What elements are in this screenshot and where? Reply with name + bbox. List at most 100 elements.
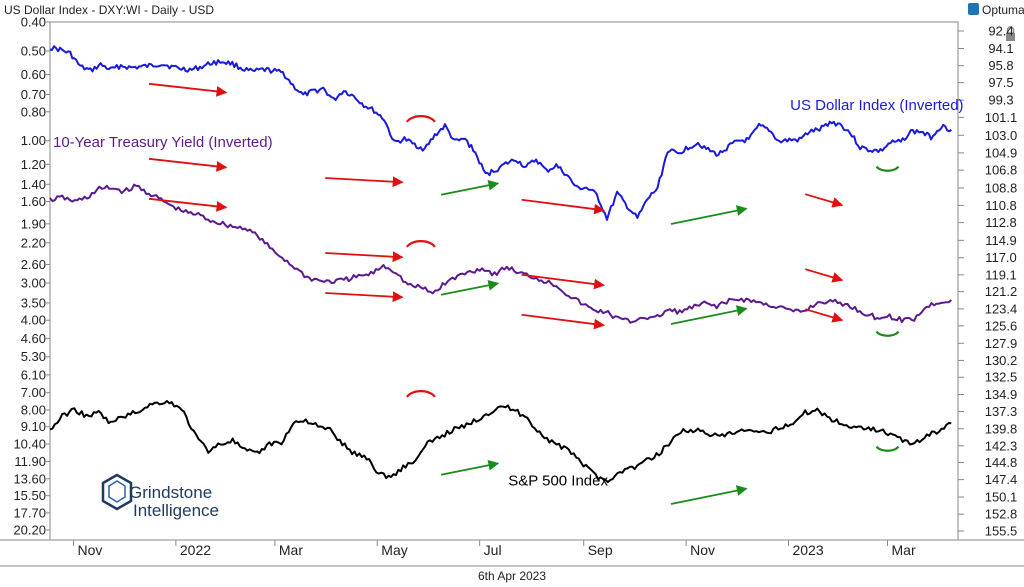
right-tick-label: 123.4 bbox=[985, 301, 1018, 316]
left-tick-label: 8.00 bbox=[21, 403, 46, 418]
x-tick-label: Nov bbox=[690, 542, 715, 558]
red-trend-arrow bbox=[805, 268, 844, 283]
left-tick-label: 11.90 bbox=[14, 454, 46, 469]
left-tick-label: 1.00 bbox=[21, 133, 46, 148]
right-tick-label: 144.8 bbox=[985, 455, 1018, 470]
right-tick-label: 108.8 bbox=[985, 180, 1018, 195]
series-labels: US Dollar Index (Inverted) 10-Year Treasu… bbox=[53, 97, 964, 490]
green-bottom-arc bbox=[875, 330, 900, 337]
green-trend-arrow bbox=[670, 485, 748, 505]
left-tick-label: 1.60 bbox=[21, 194, 46, 209]
left-tick-label: 3.50 bbox=[21, 295, 46, 310]
series-label-0: US Dollar Index (Inverted) bbox=[790, 97, 963, 114]
right-tick-label: 92.4 bbox=[988, 24, 1013, 39]
right-tick-label: 121.2 bbox=[985, 284, 1018, 299]
annotation-layer bbox=[148, 82, 900, 505]
right-tick-label: 114.9 bbox=[985, 233, 1017, 248]
left-tick-label: 9.10 bbox=[21, 419, 46, 434]
right-tick-label: 137.3 bbox=[985, 404, 1018, 419]
green-trend-arrow bbox=[440, 459, 500, 476]
right-tick-label: 150.1 bbox=[985, 490, 1018, 505]
left-tick-label: 20.20 bbox=[13, 523, 46, 538]
left-tick-label: 0.70 bbox=[21, 87, 46, 102]
right-tick-label: 112.8 bbox=[985, 215, 1017, 230]
series-line-0 bbox=[49, 45, 952, 221]
plot-frame bbox=[0, 21, 1024, 567]
left-tick-label: 4.00 bbox=[21, 313, 46, 328]
left-tick-label: 6.10 bbox=[21, 367, 46, 382]
right-tick-label: 132.5 bbox=[985, 370, 1018, 385]
optuma-brand: Optuma bbox=[968, 3, 1024, 17]
brand-label: Optuma bbox=[982, 3, 1024, 17]
left-tick-label: 2.60 bbox=[21, 257, 46, 272]
right-tick-label: 155.5 bbox=[985, 524, 1018, 539]
green-trend-arrow bbox=[670, 205, 748, 225]
left-tick-label: 7.00 bbox=[21, 385, 46, 400]
left-tick-label: 10.40 bbox=[13, 437, 46, 452]
red-top-arc bbox=[405, 115, 436, 123]
right-tick-label: 117.0 bbox=[985, 250, 1017, 265]
grindstone-logo-icon bbox=[101, 473, 133, 511]
chart-title: US Dollar Index - DXY:WI - Daily - USD bbox=[4, 3, 214, 17]
left-axis: 0.40 0.50 0.60 0.70 0.80 1.00 1.20 1.40 1.60 1.90… bbox=[13, 15, 50, 538]
red-trend-arrow bbox=[325, 176, 404, 188]
right-tick-label: 97.5 bbox=[988, 75, 1013, 90]
green-bottom-arc bbox=[875, 445, 900, 452]
logo-line2: Intelligence bbox=[133, 501, 219, 520]
footer-date: 6th Apr 2023 bbox=[478, 569, 546, 583]
series-line-1 bbox=[49, 183, 952, 324]
left-tick-label: 0.60 bbox=[21, 67, 46, 82]
left-tick-label: 1.90 bbox=[21, 216, 46, 231]
left-tick-label: 2.20 bbox=[21, 235, 46, 250]
right-tick-label: 134.9 bbox=[985, 387, 1018, 402]
right-tick-label: 127.9 bbox=[985, 336, 1018, 351]
left-tick-label: 13.60 bbox=[13, 471, 46, 486]
right-tick-label: 101.1 bbox=[985, 110, 1018, 125]
lock-icon[interactable] bbox=[1006, 26, 1015, 41]
x-tick-label: 2023 bbox=[792, 542, 823, 558]
red-top-arc bbox=[405, 390, 436, 398]
left-tick-label: 1.20 bbox=[21, 157, 46, 172]
x-tick-label: Sep bbox=[588, 542, 613, 558]
left-tick-label: 0.40 bbox=[21, 15, 46, 30]
right-tick-label: 110.8 bbox=[985, 198, 1017, 213]
right-tick-label: 99.3 bbox=[988, 93, 1013, 108]
green-trend-arrow bbox=[440, 279, 500, 296]
red-trend-arrow bbox=[805, 193, 844, 208]
x-tick-label: Mar bbox=[279, 542, 303, 558]
right-tick-label: 119.1 bbox=[985, 267, 1017, 282]
left-tick-label: 0.80 bbox=[21, 104, 46, 119]
red-trend-arrow bbox=[148, 157, 228, 172]
right-tick-label: 130.2 bbox=[985, 353, 1018, 368]
left-tick-label: 5.30 bbox=[21, 349, 46, 364]
right-tick-label: 94.1 bbox=[988, 41, 1013, 56]
x-tick-label: Jul bbox=[484, 542, 502, 558]
series-label-1: 10-Year Treasury Yield (Inverted) bbox=[53, 134, 273, 151]
right-tick-label: 152.8 bbox=[985, 507, 1018, 522]
series-label-2: S&P 500 Index bbox=[508, 472, 608, 489]
right-tick-label: 103.0 bbox=[985, 128, 1018, 143]
x-tick-label: Nov bbox=[77, 542, 102, 558]
red-trend-arrow bbox=[325, 251, 404, 263]
left-tick-label: 0.50 bbox=[21, 43, 46, 58]
left-tick-label: 15.50 bbox=[13, 488, 46, 503]
logo-line1: Grindstone bbox=[129, 483, 212, 502]
right-tick-label: 104.9 bbox=[985, 145, 1018, 160]
red-trend-arrow bbox=[805, 308, 844, 323]
red-trend-arrow bbox=[521, 273, 605, 290]
left-tick-label: 17.70 bbox=[13, 505, 46, 520]
green-trend-arrow bbox=[670, 305, 748, 325]
green-trend-arrow bbox=[440, 179, 500, 196]
right-tick-label: 95.8 bbox=[988, 58, 1013, 73]
series-layer bbox=[49, 45, 952, 484]
x-tick-label: 2022 bbox=[180, 542, 211, 558]
optuma-icon bbox=[968, 3, 979, 15]
left-tick-label: 4.60 bbox=[21, 331, 46, 346]
right-axis: 92.4 94.1 95.8 97.5 99.3 101.1 103.0 104.9 106.8… bbox=[958, 24, 1017, 539]
right-tick-label: 139.8 bbox=[985, 421, 1018, 436]
right-tick-label: 147.4 bbox=[985, 472, 1018, 487]
red-trend-arrow bbox=[521, 198, 605, 215]
right-tick-label: 106.8 bbox=[985, 163, 1018, 178]
right-tick-label: 142.3 bbox=[985, 438, 1018, 453]
